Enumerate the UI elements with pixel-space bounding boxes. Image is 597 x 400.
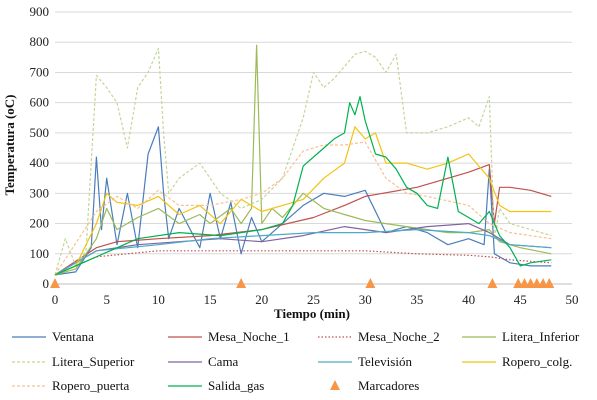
x-tick-label: 45 <box>514 292 527 307</box>
legend-item: Cama <box>168 354 239 369</box>
marker-points <box>50 278 555 288</box>
legend-label: Salida_gas <box>208 378 264 393</box>
y-tick-label: 400 <box>30 155 50 170</box>
y-tick-label: 900 <box>30 4 50 19</box>
legend-swatch <box>330 380 340 390</box>
y-tick-label: 0 <box>43 276 50 291</box>
legend-label: Televisión <box>358 354 412 369</box>
series-line-7 <box>54 229 552 276</box>
legend-label: Mesa_Noche_1 <box>208 329 290 344</box>
series-line-10 <box>54 95 552 276</box>
legend-label: Cama <box>208 354 239 369</box>
legend-item: Ropero_puerta <box>12 378 129 393</box>
x-tick-label: 5 <box>103 292 110 307</box>
x-tick-label: 10 <box>152 292 165 307</box>
series-line-6 <box>54 223 552 276</box>
plot-area: 0 100 200 300 400 500 600 700 800 900 0 5 10 15 20 25 3… <box>30 4 579 307</box>
y-tick-labels: 0 100 200 300 400 500 600 700 800 900 <box>30 4 50 291</box>
legend-label: Ventana <box>52 329 94 344</box>
series-line-4 <box>54 44 552 276</box>
x-tick-label: 20 <box>255 292 268 307</box>
marker-triangle <box>544 278 555 288</box>
legend-item: Salida_gas <box>168 378 264 393</box>
legend-label: Marcadores <box>358 378 419 393</box>
x-tick-label: 40 <box>462 292 475 307</box>
legend-item: Mesa_Noche_2 <box>318 329 440 344</box>
x-tick-label: 50 <box>566 292 579 307</box>
legend-label: Litera_Superior <box>52 354 135 369</box>
y-tick-label: 500 <box>30 125 50 140</box>
legend-item: Televisión <box>318 354 412 369</box>
series-line-3 <box>54 250 552 276</box>
x-tick-label: 25 <box>307 292 320 307</box>
marker-triangle <box>50 278 60 288</box>
legend-label: Mesa_Noche_2 <box>358 329 440 344</box>
series-line-2 <box>54 164 552 276</box>
grid-lines <box>55 11 572 285</box>
marker-triangle <box>236 278 247 288</box>
legend-item: Marcadores <box>330 378 419 393</box>
legend-item: Litera_Inferior <box>462 329 580 344</box>
x-tick-label: 35 <box>410 292 423 307</box>
marker-triangle <box>487 278 498 288</box>
legend: Ventana Mesa_Noche_1 Mesa_Noche_2 Litera_In… <box>12 329 580 393</box>
y-tick-label: 200 <box>30 216 50 231</box>
y-tick-label: 600 <box>30 95 50 110</box>
y-tick-label: 700 <box>30 64 50 79</box>
legend-item: Ropero_colg. <box>462 354 572 369</box>
y-axis-title: Temperatura (oC) <box>2 95 17 196</box>
legend-label: Litera_Inferior <box>502 329 580 344</box>
legend-item: Ventana <box>12 329 94 344</box>
x-tick-labels: 0 5 10 15 20 25 30 35 40 45 50 <box>52 292 579 307</box>
x-tick-label: 0 <box>52 292 59 307</box>
series-line-8 <box>54 126 552 276</box>
legend-label: Ropero_puerta <box>52 378 129 393</box>
y-tick-label: 300 <box>30 185 50 200</box>
legend-item: Litera_Superior <box>12 354 135 369</box>
legend-item: Mesa_Noche_1 <box>168 329 290 344</box>
marker-triangle <box>365 278 376 288</box>
y-tick-label: 800 <box>30 34 50 49</box>
x-tick-label: 15 <box>204 292 217 307</box>
series-line-5 <box>54 47 552 276</box>
series-lines <box>54 44 552 276</box>
legend-label: Ropero_colg. <box>502 354 572 369</box>
y-tick-label: 100 <box>30 246 50 261</box>
x-axis-title: Tiempo (min) <box>274 306 350 321</box>
series-line-1 <box>54 126 552 276</box>
x-tick-label: 30 <box>359 292 372 307</box>
series-line-9 <box>54 141 552 276</box>
